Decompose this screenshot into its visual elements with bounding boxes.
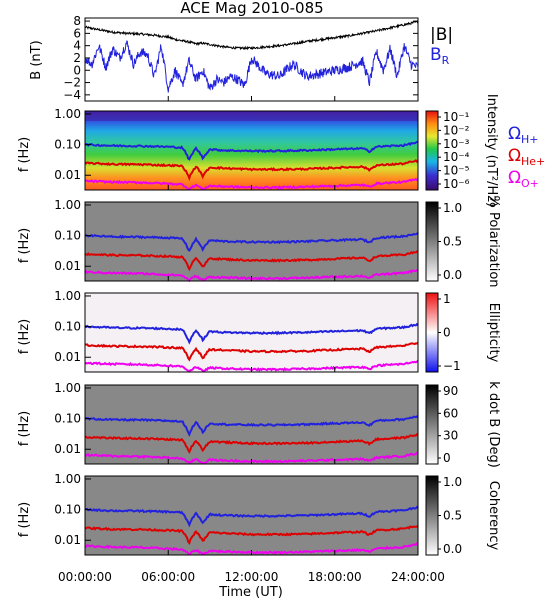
y-axis-label: f (Hz) (17, 137, 32, 172)
legend-b-radial-label: B (430, 45, 442, 65)
y-tick-label: 8 (73, 14, 81, 28)
colorbar-tick-label: 10⁻² (443, 123, 470, 137)
legend-symbol: Ω (508, 124, 521, 144)
y-tick-label: −2 (63, 76, 81, 90)
colorbar-tick-label: 10⁻⁵ (443, 164, 470, 178)
colorbar-tick-label: 0.0 (443, 268, 462, 282)
y-tick-label: 0.01 (54, 259, 81, 273)
legend-b-radial: BR (430, 45, 450, 67)
legend-omega-o-plus: ΩO+ (508, 168, 539, 190)
panel-polarization: 1.00 0.10 0.01 f (Hz) 1.0 0.5 0.0 % Polarizatio… (17, 195, 501, 287)
y-tick-label: 2 (73, 51, 81, 65)
legend-subscript: He+ (521, 155, 545, 168)
colorbar-tick-label: 10⁻⁴ (443, 150, 470, 164)
b-ylabel-text: B (nT) (29, 40, 44, 79)
legend-omega-h-plus: ΩH+ (508, 124, 539, 146)
legend-subscript: O+ (521, 177, 539, 190)
legend-b-radial-sub: R (442, 54, 450, 67)
gyrofrequency-line-h-plus (84, 140, 419, 161)
y-tick-label: 0.10 (54, 229, 81, 243)
gyrofrequency-line-he-plus (84, 159, 419, 182)
colorbar-tick-label: 0.5 (443, 235, 462, 249)
colorbar-tick-label: 10⁻³ (443, 137, 470, 151)
legend-symbol: Ω (508, 146, 521, 166)
colorbar-tick-label: 1.0 (443, 201, 462, 215)
series-line-b-radial (84, 40, 419, 93)
legend-omega-he-plus: ΩHe+ (508, 146, 545, 168)
legend-b-magnitude: |B| (430, 25, 453, 45)
colorbar (425, 110, 439, 191)
colorbar-tick-label: 10⁻⁶ (443, 177, 470, 191)
gyrofrequency-line-h-plus (84, 231, 419, 253)
colorbar (425, 201, 439, 282)
colorbar-label: Intensity (nT²/Hz) (484, 94, 499, 207)
colorbar-label: % Polarization (486, 195, 501, 287)
y-tick-label: 0 (73, 63, 81, 77)
spectrogram-top-band (85, 111, 418, 121)
y-tick-label: 4 (73, 39, 81, 53)
series-line-b-magnitude (84, 20, 418, 51)
chart-title: ACE Mag 2010-085 (180, 0, 323, 17)
legend-symbol: Ω (508, 168, 521, 188)
colorbar-tick-label: 10⁻¹ (443, 110, 470, 124)
y-tick-label: 1.00 (54, 198, 81, 212)
b-ylabel: B (nT) (29, 40, 44, 79)
legend-subscript: H+ (521, 133, 539, 146)
y-tick-label: 0.01 (54, 168, 81, 182)
y-tick-label: 1.00 (54, 107, 81, 121)
gyrofrequency-line-he-plus (84, 250, 419, 272)
y-axis-label: f (Hz) (17, 228, 32, 263)
y-tick-label: 0.10 (54, 138, 81, 152)
y-tick-label: −4 (63, 88, 81, 102)
y-tick-label: 6 (73, 26, 81, 40)
panel-intensity: 1.00 0.10 0.01 f (Hz) 10⁻¹10⁻²10⁻³10⁻⁴10⁻⁵10… (17, 94, 545, 207)
